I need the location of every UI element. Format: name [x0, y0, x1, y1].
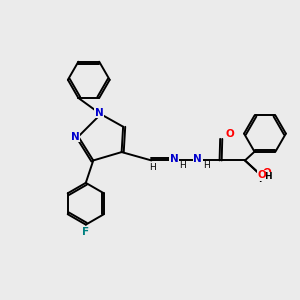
Text: N: N — [95, 108, 103, 118]
Text: H: H — [203, 161, 209, 170]
Text: N: N — [194, 154, 202, 164]
Text: H: H — [259, 176, 266, 184]
Text: O: O — [257, 170, 266, 180]
Text: H: H — [179, 161, 186, 170]
Text: N: N — [71, 132, 80, 142]
Text: H: H — [149, 163, 155, 172]
Text: N: N — [169, 154, 178, 164]
Text: H: H — [264, 172, 272, 182]
Text: O: O — [226, 129, 234, 139]
Text: F: F — [82, 227, 89, 237]
Text: O: O — [262, 168, 271, 178]
